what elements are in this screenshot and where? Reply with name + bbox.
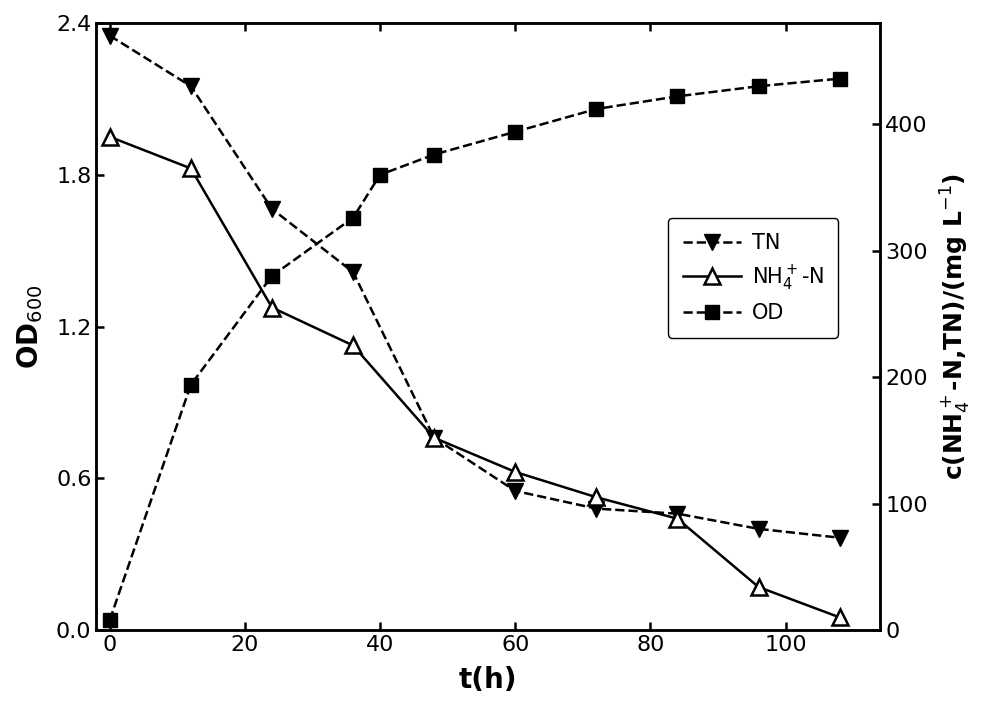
NH$_4^+$-N (510, 468, 522, 476)
OD (591, 105, 603, 113)
TN (347, 268, 359, 277)
Y-axis label: OD$_{600}$: OD$_{600}$ (15, 284, 44, 369)
TN (834, 533, 846, 542)
NH$_4^+$-N (834, 613, 846, 622)
Line: OD: OD (103, 72, 847, 627)
NH$_4^+$-N (266, 303, 278, 312)
OD (834, 74, 846, 83)
NH$_4^+$-N (753, 583, 765, 591)
Line: NH$_4^+$-N: NH$_4^+$-N (102, 129, 848, 625)
OD (266, 272, 278, 280)
OD (510, 128, 522, 136)
TN (510, 486, 522, 495)
TN (104, 31, 116, 40)
NH$_4^+$-N (672, 515, 684, 523)
TN (185, 82, 197, 91)
TN (266, 205, 278, 213)
OD (347, 213, 359, 222)
TN (753, 525, 765, 533)
TN (672, 510, 684, 518)
Legend: TN, NH$_4^+$-N, OD: TN, NH$_4^+$-N, OD (668, 218, 839, 337)
Line: TN: TN (102, 28, 848, 545)
Y-axis label: c(NH$_4^+$-N,TN)/(mg L$^{-1}$): c(NH$_4^+$-N,TN)/(mg L$^{-1}$) (939, 173, 973, 480)
NH$_4^+$-N (591, 493, 603, 501)
OD (428, 150, 440, 159)
NH$_4^+$-N (428, 433, 440, 442)
NH$_4^+$-N (185, 164, 197, 173)
NH$_4^+$-N (104, 133, 116, 141)
NH$_4^+$-N (347, 341, 359, 350)
TN (428, 433, 440, 442)
X-axis label: t(h): t(h) (459, 666, 518, 694)
OD (374, 170, 386, 179)
OD (672, 92, 684, 101)
TN (591, 504, 603, 513)
OD (753, 82, 765, 91)
OD (104, 615, 116, 624)
OD (185, 381, 197, 389)
